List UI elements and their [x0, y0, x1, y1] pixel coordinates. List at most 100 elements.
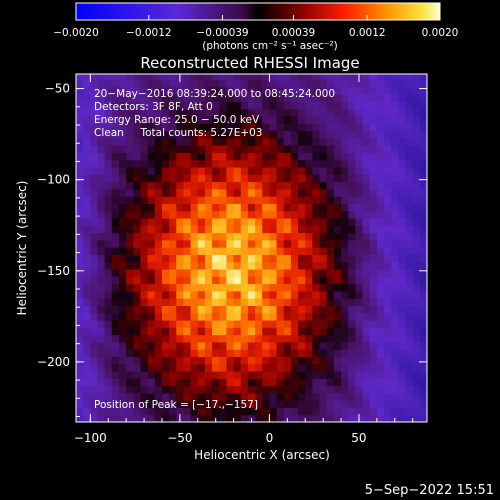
heatmap-cell [333, 283, 342, 292]
heatmap-cell [169, 196, 177, 204]
heatmap-cell [348, 152, 356, 161]
heatmap-cell [269, 196, 278, 204]
heatmap-cell [362, 203, 371, 212]
heatmap-cell [97, 203, 106, 212]
heatmap-cell [76, 239, 84, 248]
heatmap-cell [369, 174, 378, 183]
heatmap-cell [154, 115, 163, 124]
heatmap-cell [147, 130, 156, 139]
heatmap-cell [405, 174, 414, 183]
heatmap-cell [355, 385, 364, 394]
heatmap-cell [305, 94, 313, 102]
heatmap-cell [240, 115, 249, 124]
heatmap-cell [147, 407, 156, 416]
heatmap-cell [298, 319, 306, 328]
heatmap-cell [326, 276, 335, 285]
heatmap-cell [341, 363, 349, 372]
footer-date: 5−Sep−2022 15:51 [365, 483, 494, 498]
heatmap-cell [312, 108, 321, 117]
heatmap-cell [226, 239, 235, 248]
heatmap-cell [333, 203, 342, 212]
heatmap-cell [326, 290, 335, 299]
heatmap-cell [247, 196, 256, 204]
heatmap-cell [398, 101, 407, 110]
heatmap-cell [276, 334, 285, 343]
heatmap-cell [104, 276, 113, 285]
heatmap-cell [169, 305, 177, 314]
heatmap-cell [348, 334, 356, 343]
heatmap-cell [255, 159, 263, 168]
heatmap-cell [140, 239, 149, 248]
heatmap-cell [126, 115, 134, 124]
heatmap-cell [341, 217, 349, 226]
heatmap-cell [97, 159, 106, 168]
heatmap-cell [419, 370, 427, 379]
heatmap-cell [197, 137, 206, 146]
heatmap-cell [97, 327, 106, 336]
heatmap-cell [269, 276, 278, 285]
heatmap-cell [247, 108, 256, 117]
heatmap-cell [247, 276, 256, 285]
heatmap-cell [147, 196, 156, 204]
heatmap-cell [384, 181, 392, 190]
heatmap-cell [362, 94, 371, 102]
heatmap-cell [290, 312, 299, 321]
heatmap-cell [90, 159, 99, 168]
heatmap-cell [247, 130, 256, 139]
heatmap-cell [190, 232, 199, 241]
heatmap-cell [333, 210, 342, 219]
heatmap-cell [233, 254, 242, 263]
heatmap-cell [298, 217, 306, 226]
heatmap-cell [197, 247, 206, 255]
heatmap-cell [283, 137, 292, 146]
heatmap-cell [111, 312, 120, 321]
heatmap-cell [312, 166, 321, 175]
heatmap-cell [233, 108, 242, 117]
heatmap-cell [76, 312, 84, 321]
heatmap-cell [348, 232, 356, 241]
heatmap-cell [362, 188, 371, 197]
heatmap-cell [90, 86, 99, 95]
heatmap-cell [190, 400, 199, 409]
heatmap-cell [147, 108, 156, 117]
heatmap-cell [212, 137, 220, 146]
heatmap-cell [290, 217, 299, 226]
heatmap-cell [226, 115, 235, 124]
heatmap-cell [362, 86, 371, 95]
heatmap-cell [276, 254, 285, 263]
heatmap-cell [348, 217, 356, 226]
heatmap-cell [147, 188, 156, 197]
heatmap-cell [83, 363, 91, 372]
heatmap-cell [398, 370, 407, 379]
heatmap-cell [154, 327, 163, 336]
heatmap-cell [391, 356, 399, 365]
heatmap-cell [276, 378, 285, 387]
heatmap-cell [376, 115, 385, 124]
heatmap-cell [305, 159, 313, 168]
heatmap-cell [412, 188, 421, 197]
heatmap-cell [212, 356, 220, 365]
heatmap-cell [333, 130, 342, 139]
heatmap-cell [183, 334, 192, 343]
heatmap-cell [190, 254, 199, 263]
heatmap-cell [298, 414, 306, 422]
heatmap-cell [183, 407, 192, 416]
heatmap-cell [376, 268, 385, 277]
heatmap-cell [226, 130, 235, 139]
heatmap-cell [348, 159, 356, 168]
heatmap-cell [362, 298, 371, 306]
heatmap-cell [240, 312, 249, 321]
heatmap-cell [226, 312, 235, 321]
heatmap-cell [276, 312, 285, 321]
heatmap-cell [419, 276, 427, 285]
heatmap-cell [176, 305, 185, 314]
heatmap-cell [183, 137, 192, 146]
heatmap-cell [161, 86, 170, 95]
heatmap-cell [126, 159, 134, 168]
heatmap-cell [255, 79, 263, 88]
heatmap-cell [90, 217, 99, 226]
heatmap-cell [190, 283, 199, 292]
heatmap-cell [176, 349, 185, 358]
heatmap-cell [362, 363, 371, 372]
heatmap-cell [405, 349, 414, 358]
